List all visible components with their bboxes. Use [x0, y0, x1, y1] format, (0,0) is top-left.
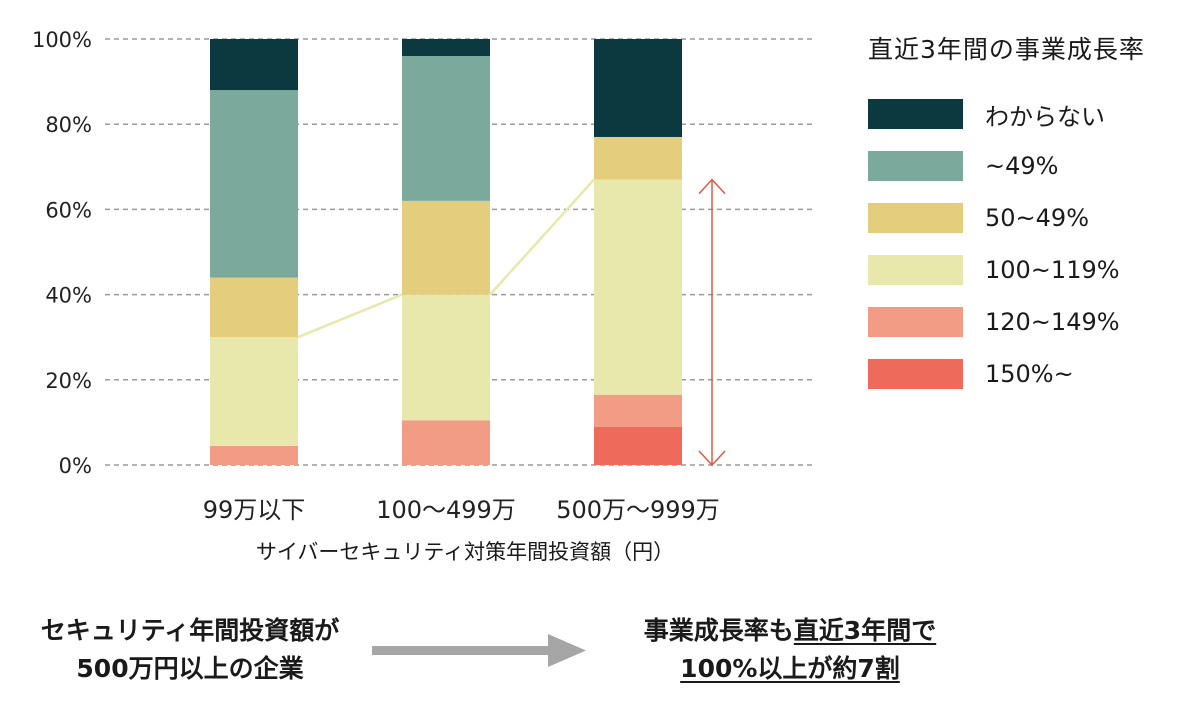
legend-item: 50~49%: [868, 192, 1188, 244]
legend-swatch: [868, 151, 963, 181]
annotation-arrow-head-bottom: [698, 450, 726, 467]
conclusion-left-line2: 500万円以上の企業: [76, 654, 304, 683]
legend-item: ~49%: [868, 140, 1188, 192]
legend-label: 50~49%: [985, 204, 1089, 232]
legend-label: わからない: [985, 102, 1105, 131]
bar-segment: [402, 420, 490, 465]
bar-segment: [594, 39, 682, 137]
stacked-bar-chart: 0% 20% 40% 60% 80% 100% 99万以下 100〜499万 500万〜999万: [32, 28, 812, 524]
legend-swatch: [868, 99, 963, 129]
legend-swatch: [868, 255, 963, 285]
bar-segment: [210, 445, 298, 465]
bar-segment: [210, 90, 298, 278]
legend-item: 150%~: [868, 348, 1188, 400]
bar-segment: [210, 277, 298, 338]
bar-segment: [210, 337, 298, 446]
bar-segment: [594, 179, 682, 395]
legend-swatch: [868, 359, 963, 389]
legend-label: 100~119%: [985, 256, 1120, 284]
connector-line: [297, 293, 403, 339]
x-tick-label: 500万〜999万: [556, 496, 720, 524]
bar-segment: [402, 56, 490, 201]
conclusion-left-line1: セキュリティ年間投資額が: [40, 616, 340, 645]
conclusion-right: 事業成長率も直近3年間で 100%以上が約7割: [590, 612, 990, 688]
y-tick-label: 20%: [45, 369, 92, 393]
legend-label: 150%~: [985, 360, 1074, 388]
bar-segment: [402, 200, 490, 295]
x-tick-label: 100〜499万: [376, 496, 516, 524]
bar-segment: [402, 294, 490, 421]
conclusion-right-line1: 事業成長率も直近3年間で: [590, 612, 990, 650]
annotation-arrow-head-top: [698, 178, 726, 195]
y-tick-label: 80%: [45, 113, 92, 137]
conclusion-right-line1-a: 事業成長率も: [643, 616, 794, 645]
connector-line: [489, 178, 595, 296]
x-tick-label: 99万以下: [203, 496, 306, 524]
bar-segment: [210, 39, 298, 91]
legend-swatch: [868, 203, 963, 233]
legend-item: わからない: [868, 88, 1188, 140]
conclusion-left: セキュリティ年間投資額が 500万円以上の企業: [20, 612, 360, 688]
bar-segment: [594, 394, 682, 427]
y-tick-label: 0%: [59, 454, 92, 478]
y-tick-label: 40%: [45, 284, 92, 308]
bar-segment: [594, 426, 682, 465]
legend-title: 直近3年間の事業成長率: [868, 35, 1145, 64]
bar-segment: [402, 39, 490, 57]
right-arrow-icon: [372, 634, 586, 667]
legend-item: 120~149%: [868, 296, 1188, 348]
legend: 直近3年間の事業成長率 わからない ~49% 50~49% 100~119% 120~1…: [868, 30, 1188, 400]
x-axis-title: サイバーセキュリティ対策年間投資額（円）: [255, 540, 675, 564]
conclusion-right-line1-b: 直近3年間で: [793, 616, 937, 645]
legend-item: 100~119%: [868, 244, 1188, 296]
y-tick-label: 100%: [32, 28, 92, 52]
conclusion-right-line2: 100%以上が約7割: [680, 654, 900, 683]
bar-segment: [594, 136, 682, 180]
legend-label: 120~149%: [985, 308, 1120, 336]
legend-swatch: [868, 307, 963, 337]
legend-label: ~49%: [985, 152, 1059, 180]
y-tick-label: 60%: [45, 198, 92, 222]
